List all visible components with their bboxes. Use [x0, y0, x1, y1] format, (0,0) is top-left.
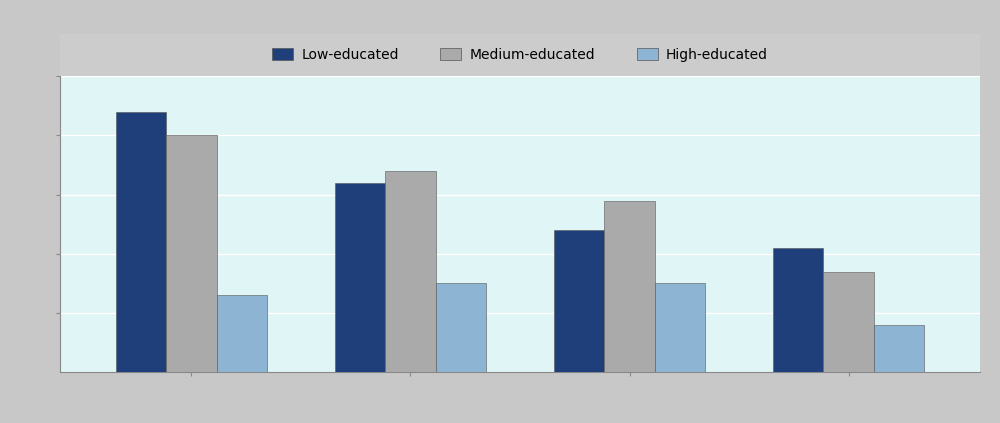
Bar: [823, 272, 874, 372]
Bar: [874, 325, 924, 372]
Bar: [116, 112, 166, 372]
Legend: Low-educated, Medium-educated, High-educated: Low-educated, Medium-educated, High-educ…: [265, 41, 775, 69]
Bar: [385, 171, 436, 372]
Bar: [604, 201, 655, 372]
Bar: [655, 283, 705, 372]
Bar: [773, 248, 823, 372]
Bar: [436, 283, 486, 372]
Bar: [166, 135, 217, 372]
Bar: [217, 295, 267, 372]
Bar: [335, 183, 385, 372]
Bar: [554, 230, 604, 372]
